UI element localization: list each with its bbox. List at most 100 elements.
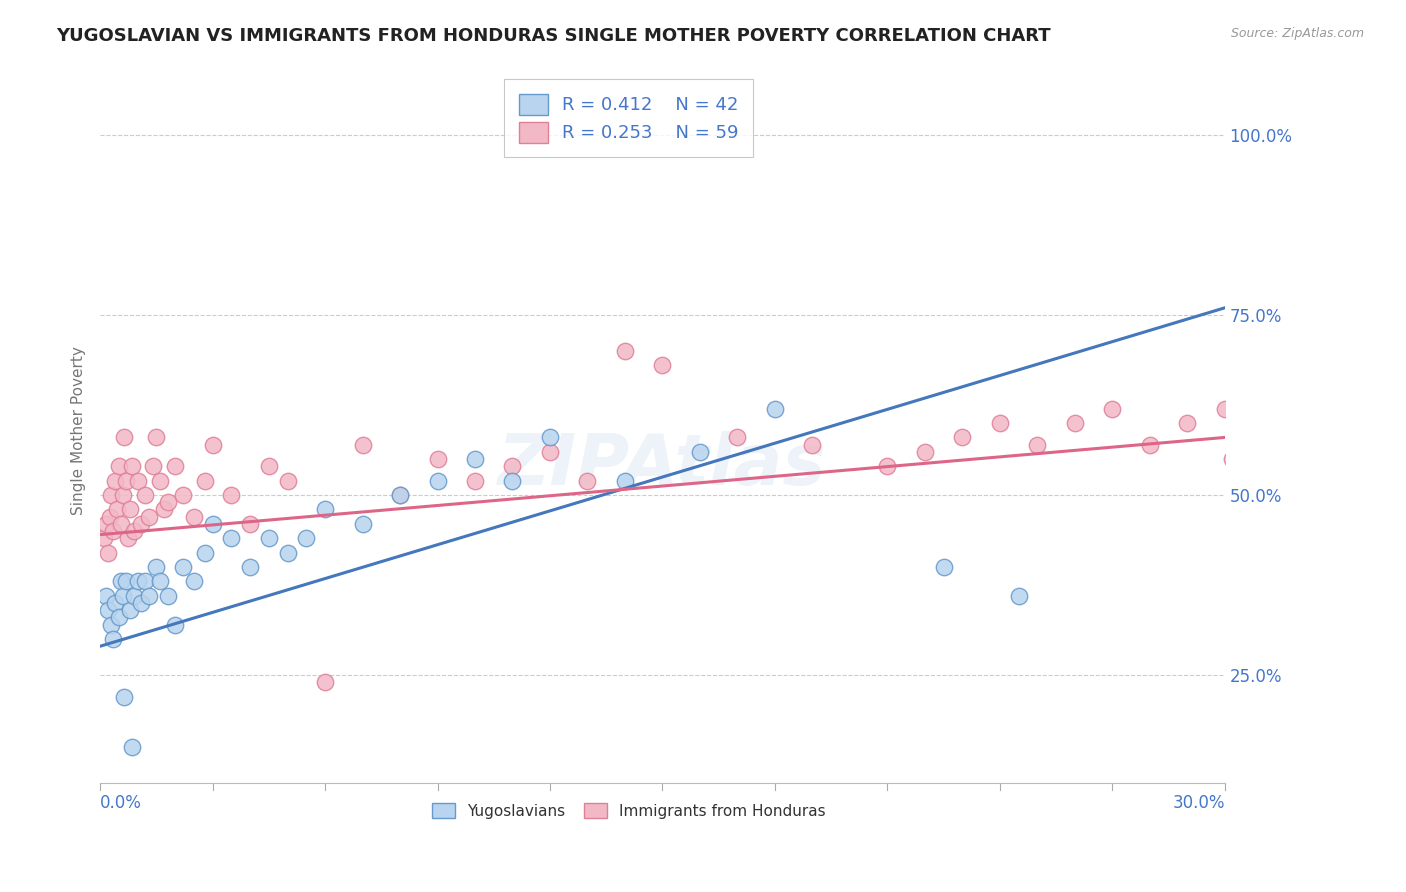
Point (127, 574, 149, 589)
Point (1063, 416, 1085, 430)
Y-axis label: Single Mother Poverty: Single Mother Poverty (72, 346, 86, 515)
Point (1007, 589, 1029, 603)
Point (613, 474, 636, 488)
Point (108, 459, 131, 474)
Point (120, 603, 142, 617)
Legend: Yugoslavians, Immigrants from Honduras: Yugoslavians, Immigrants from Honduras (426, 797, 831, 825)
Point (801, 437, 824, 451)
Point (153, 502, 176, 516)
Point (117, 531, 139, 545)
Point (103, 524, 125, 538)
Point (115, 474, 138, 488)
Point (576, 474, 599, 488)
Point (138, 589, 160, 603)
Point (105, 502, 128, 516)
Point (156, 589, 179, 603)
Point (194, 474, 217, 488)
Point (103, 632, 125, 646)
Point (104, 596, 127, 610)
Point (165, 617, 187, 632)
Point (239, 560, 262, 574)
Point (131, 516, 153, 531)
Point (172, 560, 194, 574)
Point (1175, 416, 1198, 430)
Point (134, 574, 156, 589)
Point (183, 509, 205, 524)
Point (111, 589, 134, 603)
Point (277, 546, 299, 560)
Point (104, 474, 127, 488)
Point (97, 603, 120, 617)
Text: ZIPAtlas: ZIPAtlas (498, 431, 827, 500)
Point (538, 445, 561, 459)
Point (172, 488, 194, 502)
Point (1220, 452, 1243, 467)
Point (426, 452, 449, 467)
Point (93, 531, 115, 545)
Point (114, 690, 136, 704)
Point (389, 488, 412, 502)
Point (314, 502, 336, 516)
Point (201, 516, 224, 531)
Point (100, 488, 122, 502)
Point (932, 560, 955, 574)
Point (988, 416, 1011, 430)
Point (149, 474, 172, 488)
Point (145, 560, 167, 574)
Point (122, 524, 145, 538)
Point (1101, 401, 1123, 416)
Point (464, 474, 486, 488)
Point (501, 474, 523, 488)
Point (651, 359, 673, 373)
Point (763, 401, 786, 416)
Point (165, 459, 187, 474)
Text: 0.0%: 0.0% (100, 794, 142, 812)
Point (950, 430, 973, 444)
Point (145, 430, 167, 444)
Point (314, 675, 336, 690)
Point (538, 430, 561, 444)
Point (111, 488, 134, 502)
Text: YUGOSLAVIAN VS IMMIGRANTS FROM HONDURAS SINGLE MOTHER POVERTY CORRELATION CHART: YUGOSLAVIAN VS IMMIGRANTS FROM HONDURAS … (56, 27, 1050, 45)
Point (1213, 401, 1236, 416)
Point (1026, 437, 1049, 451)
Point (221, 488, 243, 502)
Point (138, 509, 160, 524)
Point (127, 474, 149, 488)
Point (295, 531, 318, 545)
Point (1229, 437, 1251, 451)
Point (221, 531, 243, 545)
Point (183, 574, 205, 589)
Point (110, 516, 132, 531)
Point (156, 495, 179, 509)
Point (120, 502, 142, 516)
Point (149, 574, 172, 589)
Text: 30.0%: 30.0% (1173, 794, 1225, 812)
Point (100, 617, 122, 632)
Point (464, 452, 486, 467)
Point (134, 488, 156, 502)
Point (257, 459, 280, 474)
Point (201, 437, 224, 451)
Point (110, 574, 132, 589)
Point (121, 459, 143, 474)
Point (725, 430, 748, 444)
Point (114, 430, 136, 444)
Text: Source: ZipAtlas.com: Source: ZipAtlas.com (1230, 27, 1364, 40)
Point (876, 459, 898, 474)
Point (131, 596, 153, 610)
Point (122, 589, 145, 603)
Point (352, 516, 374, 531)
Point (689, 445, 711, 459)
Point (115, 574, 138, 589)
Point (501, 459, 523, 474)
Point (426, 474, 449, 488)
Point (352, 437, 374, 451)
Point (239, 516, 262, 531)
Point (1139, 437, 1161, 451)
Point (389, 488, 412, 502)
Point (142, 459, 165, 474)
Point (613, 344, 636, 359)
Point (194, 546, 217, 560)
Point (94, 516, 117, 531)
